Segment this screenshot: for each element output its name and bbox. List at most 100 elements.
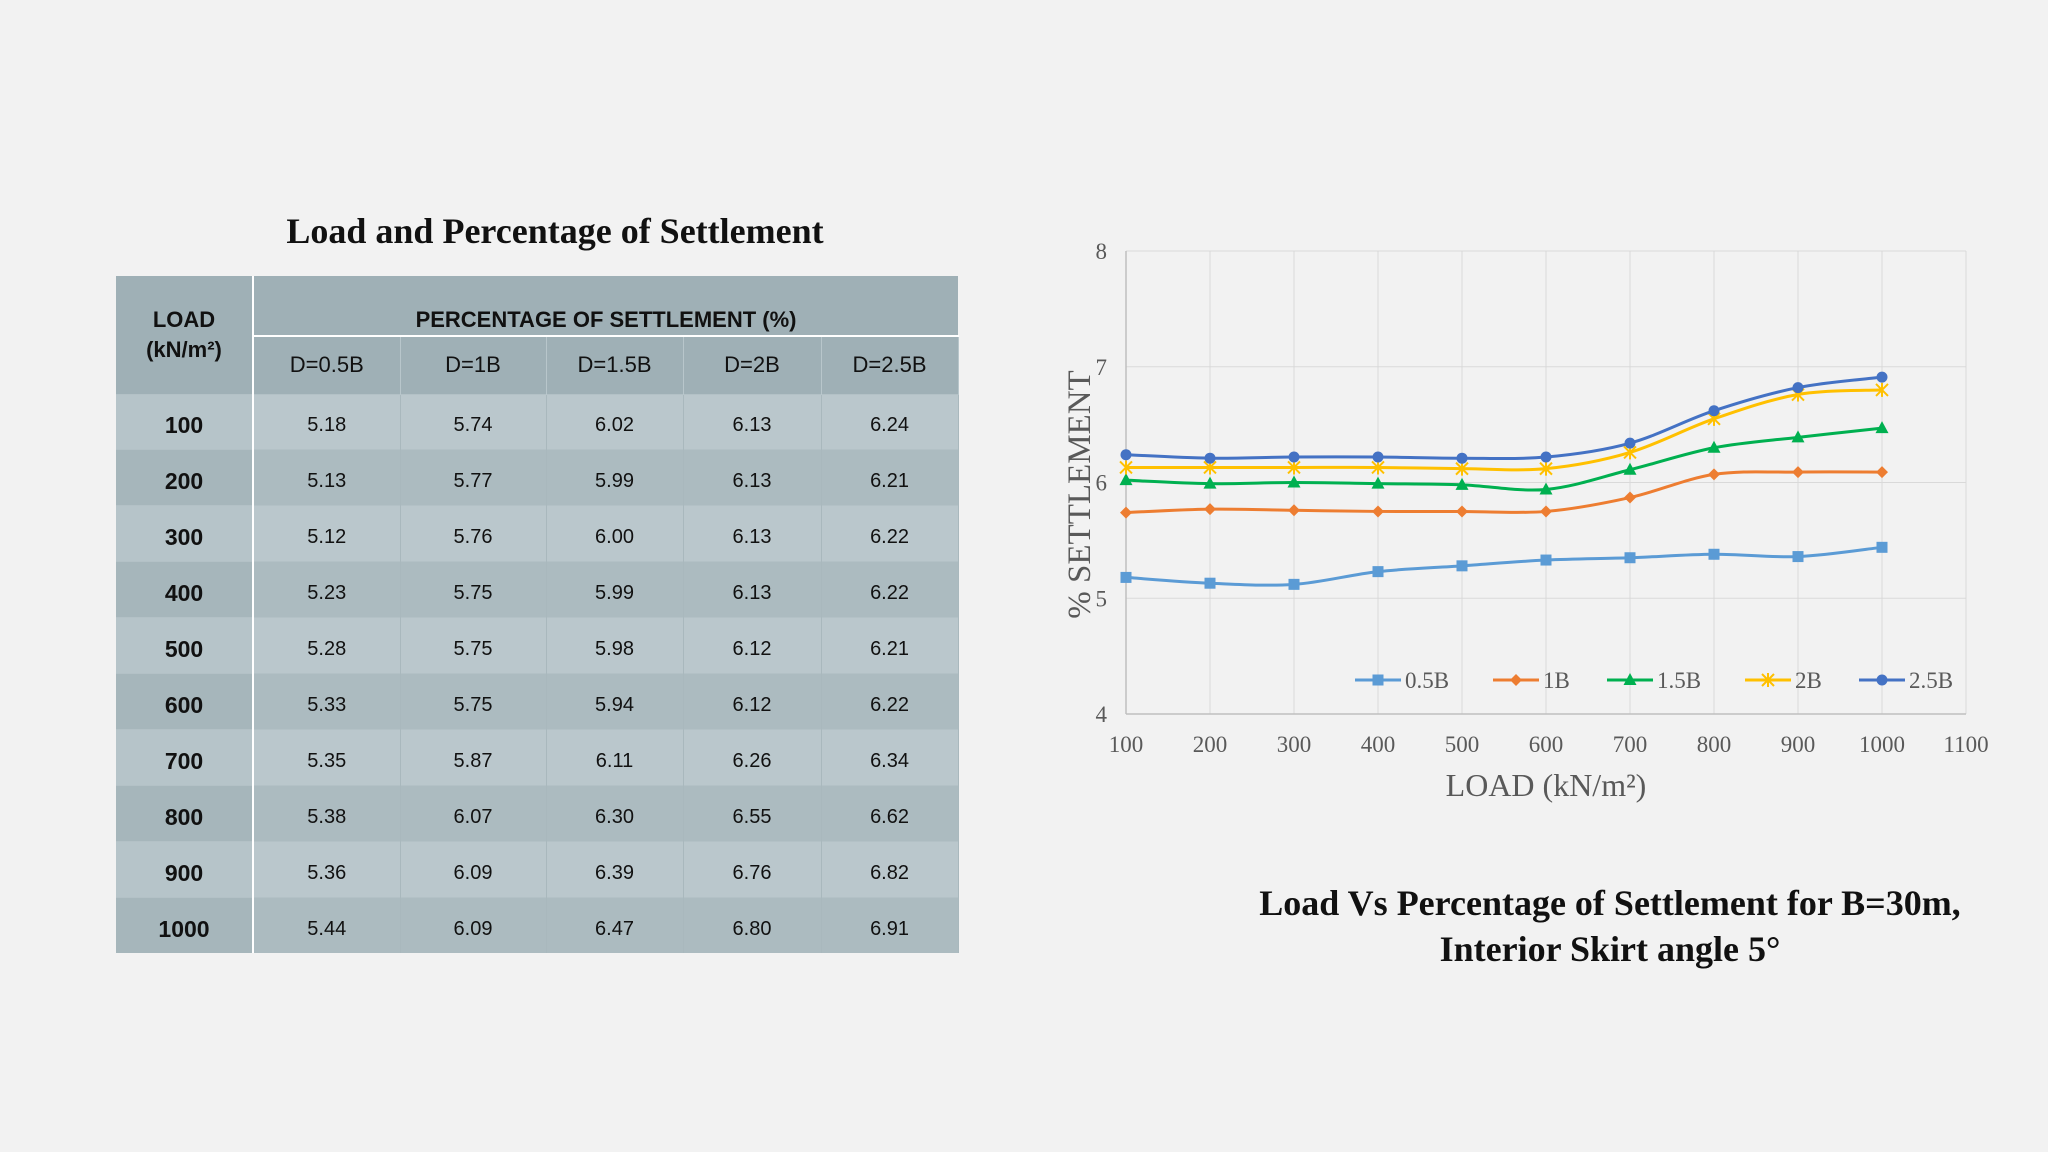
load-cell: 400 xyxy=(116,561,254,618)
x-tick-label: 800 xyxy=(1697,732,1732,757)
settlement-cell: 6.12 xyxy=(683,617,822,674)
table-row: 400 5.23 5.75 5.99 6.13 6.22 xyxy=(116,561,959,618)
data-point xyxy=(1456,560,1468,572)
settlement-cell: 6.24 xyxy=(821,393,959,450)
settlement-cell: 6.13 xyxy=(683,449,822,506)
settlement-cell: 5.87 xyxy=(400,728,547,786)
data-point xyxy=(1623,462,1637,475)
data-point xyxy=(1455,477,1469,490)
settlement-cell: 6.09 xyxy=(400,840,547,898)
legend-marker xyxy=(1372,674,1384,686)
data-point xyxy=(1456,505,1468,518)
data-point xyxy=(1876,371,1888,383)
settlement-cell: 6.62 xyxy=(821,784,959,842)
load-cell: 300 xyxy=(116,505,254,562)
load-cell: 900 xyxy=(116,840,254,898)
legend-marker xyxy=(1623,673,1637,685)
data-point xyxy=(1708,405,1720,417)
table-row: 700 5.35 5.87 6.11 6.26 6.34 xyxy=(116,728,959,786)
data-point xyxy=(1371,460,1385,475)
settlement-cell: 6.02 xyxy=(546,393,684,450)
settlement-cell: 6.80 xyxy=(683,896,822,953)
column-header: D=2B xyxy=(683,336,822,394)
settlement-cell: 5.99 xyxy=(546,561,684,618)
column-header: D=2.5B xyxy=(821,336,959,394)
legend-label: 0.5B xyxy=(1405,668,1449,693)
y-tick-label: 8 xyxy=(1096,239,1108,264)
settlement-cell: 5.23 xyxy=(253,561,401,618)
table-row: 900 5.36 6.09 6.39 6.76 6.82 xyxy=(116,840,959,898)
table-row: 200 5.13 5.77 5.99 6.13 6.21 xyxy=(116,449,959,506)
settlement-cell: 5.98 xyxy=(546,617,684,674)
settlement-cell: 6.11 xyxy=(546,728,684,786)
data-point xyxy=(1875,421,1889,434)
settlement-cell: 6.12 xyxy=(683,672,822,730)
settlement-cell: 6.55 xyxy=(683,784,822,842)
y-tick-label: 6 xyxy=(1096,471,1108,496)
x-tick-label: 700 xyxy=(1613,732,1648,757)
series-line xyxy=(1126,388,1883,472)
data-point xyxy=(1203,476,1217,489)
data-point xyxy=(1792,382,1804,394)
x-tick-label: 400 xyxy=(1361,732,1396,757)
settlement-cell: 6.22 xyxy=(821,672,959,730)
legend-marker xyxy=(1876,674,1888,686)
data-point xyxy=(1792,466,1804,479)
settlement-cell: 6.07 xyxy=(400,784,547,842)
load-cell: 200 xyxy=(116,449,254,506)
settlement-cell: 5.33 xyxy=(253,672,401,730)
series-line xyxy=(1125,426,1883,492)
data-point xyxy=(1455,461,1469,476)
data-point xyxy=(1875,382,1889,397)
x-tick-label: 600 xyxy=(1529,732,1564,757)
settlement-line-chart: 100 200 300 400 500 600 700 800 900 1000 1100 4 5 6 7 8… xyxy=(1062,239,1989,803)
settlement-cell: 6.22 xyxy=(821,505,959,562)
data-point xyxy=(1624,552,1636,564)
column-header: D=0.5B xyxy=(253,336,401,394)
series-line xyxy=(1125,545,1883,587)
legend-marker xyxy=(1761,673,1775,687)
settlement-cell: 6.13 xyxy=(683,561,822,618)
settlement-cell: 5.76 xyxy=(400,505,547,562)
load-cell: 800 xyxy=(116,784,254,842)
settlement-cell: 5.28 xyxy=(253,617,401,674)
x-tick-label: 1100 xyxy=(1943,732,1988,757)
data-point xyxy=(1708,548,1720,560)
data-point xyxy=(1791,430,1805,443)
settlement-cell: 5.12 xyxy=(253,505,401,562)
settlement-cell: 6.09 xyxy=(400,896,547,953)
legend-label: 1B xyxy=(1543,668,1570,693)
x-tick-label: 1000 xyxy=(1859,732,1905,757)
data-point xyxy=(1876,541,1888,553)
settlement-cell: 6.91 xyxy=(821,896,959,953)
settlement-cell: 6.21 xyxy=(821,449,959,506)
table-row: 100 5.18 5.74 6.02 6.13 6.24 xyxy=(116,393,959,450)
data-point xyxy=(1456,452,1468,464)
data-point xyxy=(1204,452,1216,464)
y-axis-title: % SETTLEMENT xyxy=(1062,370,1098,618)
settlement-cell: 5.99 xyxy=(546,449,684,506)
y-tick-label: 4 xyxy=(1096,702,1108,727)
data-point xyxy=(1876,466,1888,479)
chart-caption-line1: Load Vs Percentage of Settlement for B=3… xyxy=(1259,883,1961,923)
x-tick-label: 300 xyxy=(1277,732,1312,757)
data-point xyxy=(1119,460,1133,475)
y-tick-label: 7 xyxy=(1096,355,1108,380)
table-row: 300 5.12 5.76 6.00 6.13 6.22 xyxy=(116,505,959,562)
settlement-cell: 5.38 xyxy=(253,784,401,842)
legend-label: 2B xyxy=(1795,668,1822,693)
data-point xyxy=(1288,578,1300,590)
x-tick-label: 200 xyxy=(1193,732,1228,757)
legend-marker xyxy=(1510,674,1522,686)
load-header-label: LOAD xyxy=(152,306,216,332)
data-point xyxy=(1372,505,1384,518)
settlement-table: LOAD (kN/m²) PERCENTAGE OF SETTLEMENT (%… xyxy=(116,276,959,953)
table-row: 500 5.28 5.75 5.98 6.12 6.21 xyxy=(116,617,959,674)
column-header: D=1.5B xyxy=(546,336,684,394)
settlement-cell: 5.75 xyxy=(400,672,547,730)
data-point xyxy=(1372,566,1384,578)
data-point xyxy=(1792,551,1804,563)
data-point xyxy=(1372,451,1384,463)
percentage-group-header: PERCENTAGE OF SETTLEMENT (%) xyxy=(253,276,959,337)
data-point xyxy=(1204,577,1216,589)
